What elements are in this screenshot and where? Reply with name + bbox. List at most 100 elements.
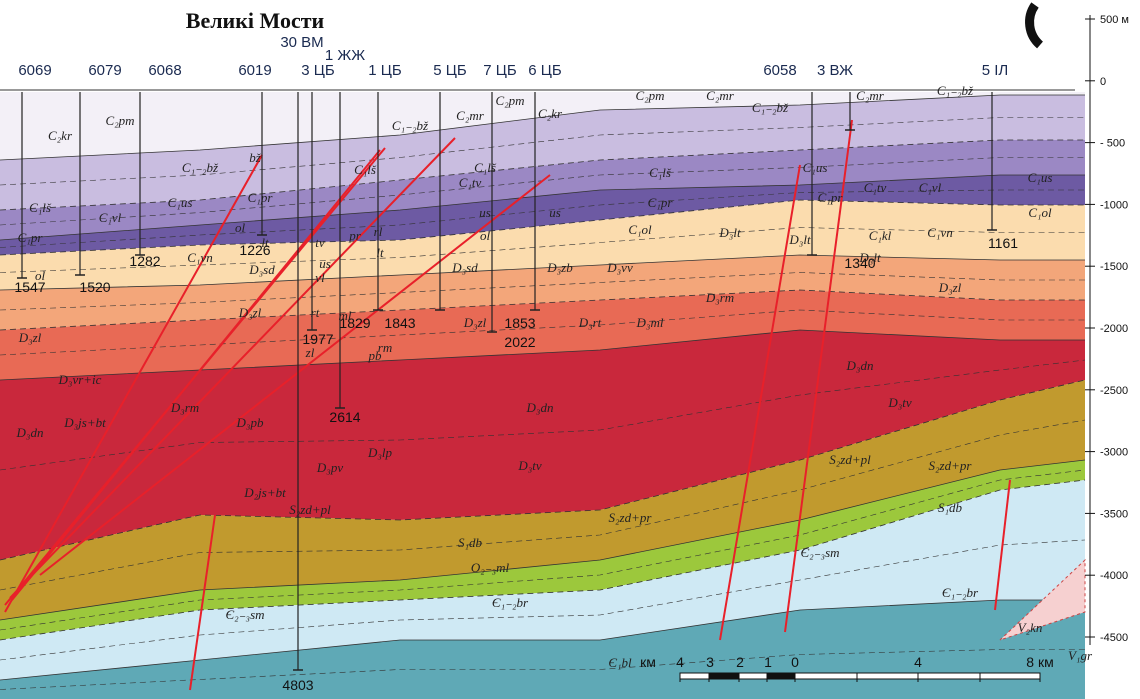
scale-seg — [767, 673, 795, 679]
formation-label: C₁pr — [818, 190, 844, 205]
boundary — [0, 117, 1085, 186]
stratum — [0, 255, 1085, 330]
scale-label: 8 км — [1026, 654, 1053, 670]
depth-label: -2000 — [1100, 323, 1128, 335]
well-depth: 1853 — [504, 315, 535, 331]
boundary — [0, 94, 1085, 161]
well-name: 6058 — [763, 62, 796, 79]
formation-label: C₁us — [803, 160, 828, 175]
boundary — [0, 419, 1086, 591]
formation-label: D₃js+bt — [63, 415, 106, 430]
formation-label: C₂pm — [105, 113, 134, 128]
depth-label: -1000 — [1100, 199, 1128, 211]
well-name: 6069 — [18, 62, 51, 79]
well-name: 30 ВМ — [280, 34, 323, 51]
formation-label: D₃lt — [788, 232, 811, 247]
formation-label: S₁db — [938, 500, 963, 515]
boundary — [0, 309, 1085, 356]
formation-label: D₃pv — [316, 460, 343, 475]
formation-label: C₂mr — [456, 108, 485, 123]
formation-label: S₂zd+pl — [829, 452, 871, 467]
formation-label: Є₂₋₃sm — [225, 607, 264, 622]
formation-label: C₁₋₂bž — [937, 83, 974, 98]
formation-label: C₁pr — [248, 190, 274, 205]
boundary — [0, 649, 1085, 690]
depth-label: -2500 — [1100, 385, 1128, 397]
stratum — [0, 175, 1085, 255]
well-name: 1 ЖЖ — [325, 47, 365, 64]
well-depth: 1829 — [339, 315, 370, 331]
formation-label: O₂₋₃ml — [471, 560, 510, 575]
formation-label: D₃vr+ic — [58, 372, 102, 387]
formation-label: C₁kl — [869, 228, 892, 243]
well-name: 6019 — [238, 62, 271, 79]
depth-label: 500 м — [1100, 14, 1129, 26]
formation-label: us — [319, 256, 331, 271]
formation-label: V₁gr — [1068, 648, 1093, 663]
formation-label: D₃rt — [578, 315, 602, 330]
formation-label: C₁ol — [628, 222, 652, 237]
formation-label: D₃sd — [248, 262, 275, 277]
depth-label: -1500 — [1100, 261, 1128, 273]
boundary — [0, 539, 1086, 661]
formation-label: C₁tv — [459, 175, 482, 190]
scale-label: 3 — [706, 654, 714, 670]
depth-label: - 500 — [1100, 138, 1125, 150]
boundary — [0, 189, 1085, 248]
formation-label: C₁₋₂bž — [752, 100, 789, 115]
scale-label: км — [640, 654, 656, 670]
boundary — [0, 459, 1086, 621]
fault — [719, 164, 801, 641]
well-depth: 1226 — [239, 242, 270, 258]
boundary — [0, 479, 1086, 641]
formation-label: D₃zl — [938, 280, 962, 295]
stratum — [0, 330, 1085, 560]
formation-label: S₁db — [458, 535, 483, 550]
scale-label: 4 — [914, 654, 922, 670]
formation-label: tv — [315, 235, 325, 250]
formation-label: C₁vl — [919, 180, 942, 195]
fault — [11, 149, 381, 601]
faults — [4, 119, 1011, 691]
stratum — [0, 290, 1085, 380]
formation-label: D₂js+bt — [243, 485, 286, 500]
formation-label: lt — [261, 235, 269, 250]
fault — [994, 479, 1011, 611]
well-depth: 1282 — [129, 253, 160, 269]
scale-seg — [709, 673, 739, 679]
formation-label: C₁pr — [18, 230, 44, 245]
depth-label: -3000 — [1100, 447, 1128, 459]
well-name: 6068 — [148, 62, 181, 79]
boundary — [0, 199, 1085, 256]
formation-label: D₃zb — [546, 260, 573, 275]
fault — [9, 137, 456, 599]
formation-label: D₃dn — [846, 358, 874, 373]
formation-label: C₁us — [1028, 170, 1053, 185]
formation-label: lt — [376, 245, 384, 260]
formation-label: ol — [480, 228, 491, 243]
formation-label: ml — [339, 308, 352, 323]
formation-label: zl — [305, 345, 315, 360]
formation-label: ol — [35, 268, 46, 283]
formation-label: D₃rm — [705, 290, 734, 305]
formation-label: us — [549, 205, 561, 220]
depth-label: 0 — [1100, 76, 1106, 88]
formation-label: D₃vv — [606, 260, 633, 275]
well-name: 6 ЦБ — [528, 62, 562, 79]
scale-label: 4 — [676, 654, 684, 670]
formation-label: Є₂₋₃sm — [800, 545, 839, 560]
fault — [39, 174, 551, 576]
boundary — [0, 379, 1086, 561]
formation-label: D₃lt — [718, 225, 741, 240]
formation-label: ol — [235, 220, 246, 235]
formation-label: C₂mr — [706, 88, 735, 103]
boundary — [0, 139, 1085, 211]
formation-label: C₁ol — [1028, 205, 1052, 220]
well-depth: 1340 — [844, 255, 875, 271]
formation-label: Є₁₋₂br — [492, 595, 529, 610]
formation-label: C₂pm — [495, 93, 524, 108]
well-name: 7 ЦБ — [483, 62, 517, 79]
formation-label: D₃ml — [636, 315, 664, 330]
formation-label: D₃tv — [887, 395, 912, 410]
